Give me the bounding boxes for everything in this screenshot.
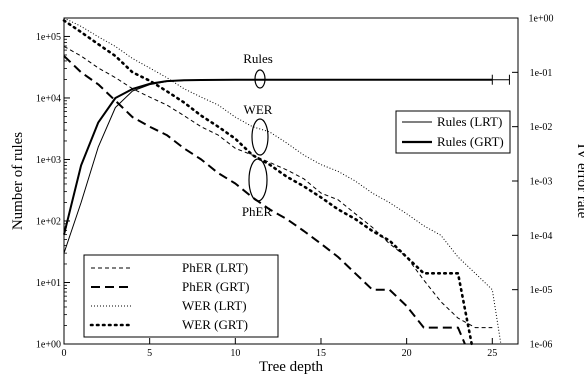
annotation-pher-ellipse [248,158,268,202]
right-tick-label: 1e-03 [530,177,553,188]
series-line-pher-lrt [63,45,493,329]
annotation-wer: WER [244,102,273,117]
annotation-pher: PhER [242,204,273,219]
legend-label-rules-grt: Rules (GRT) [437,134,504,149]
legend-label-pher-lrt: PhER (LRT) [182,260,248,275]
left-tick-label: 1e+02 [36,216,61,227]
series-line-wer-lrt [63,17,502,345]
x-tick-label: 5 [147,348,152,359]
series-layer [62,17,510,346]
left-tick-label: 1e+01 [36,278,61,289]
right-tick-label: 1e-02 [530,122,553,133]
legend-rules: Rules (LRT) Rules (GRT) [395,110,511,154]
x-tick-label: 10 [230,348,240,359]
legend-errors-box [83,254,279,338]
annotation-wer-ellipse [251,118,269,156]
legend-label-wer-lrt: WER (LRT) [182,298,247,313]
legend-label-wer-grt: WER (GRT) [182,317,248,332]
series-line-rules-lrt [63,79,510,254]
series-line-rules-grt [63,78,493,235]
x-tick-label: 20 [402,348,412,359]
annotation-rules-ellipse [254,69,266,89]
legend-label-rules-lrt: Rules (LRT) [437,114,502,129]
legend-rules-box [395,110,511,154]
x-tick-label: 25 [487,348,497,359]
right-tick-label: 1e-06 [530,340,553,351]
left-axis-label: Number of rules [10,132,26,230]
left-tick-label: 1e+00 [36,340,61,351]
left-tick-label: 1e+05 [36,32,61,43]
left-tick-label: 1e+03 [36,155,61,166]
right-axis-label: IV error rate [574,144,584,219]
left-tick-label: 1e+04 [36,93,61,104]
right-tick-label: 1e-01 [530,68,553,79]
legend-label-pher-grt: PhER (GRT) [182,279,249,294]
right-tick-label: 1e-05 [530,285,553,296]
right-tick-label: 1e+00 [528,14,553,25]
x-tick-label: 0 [62,348,67,359]
series-line-wer-grt [62,19,473,346]
x-tick-label: 15 [316,348,326,359]
right-tick-label: 1e-04 [530,231,553,242]
x-axis-ticks: 0 5 10 15 20 25 [62,338,497,359]
series-line-pher-grt [63,55,466,345]
x-axis-label: Tree depth [259,359,324,375]
left-axis-ticks: 1e+00 1e+01 1e+02 1e+03 1e+04 1e+05 [36,32,70,351]
right-axis-ticks: 1e-06 1e-05 1e-04 1e-03 1e-02 1e-01 1e+00 [512,14,554,351]
legend-error-rates: PhER (LRT) PhER (GRT) WER (LRT) WER (GRT… [83,254,279,338]
annotation-rules: Rules [243,51,273,66]
